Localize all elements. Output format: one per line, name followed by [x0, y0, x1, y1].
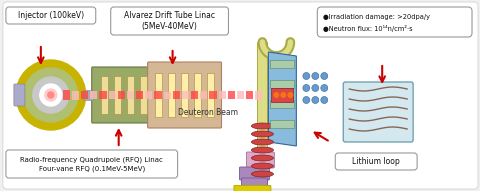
FancyBboxPatch shape [241, 178, 267, 189]
Bar [155, 73, 162, 117]
Bar [218, 91, 226, 99]
Bar [191, 91, 198, 99]
Ellipse shape [252, 155, 274, 161]
Bar [90, 91, 97, 99]
Bar [182, 91, 189, 99]
Bar [81, 91, 88, 99]
Bar [168, 73, 175, 117]
FancyBboxPatch shape [14, 84, 25, 106]
FancyBboxPatch shape [6, 150, 178, 178]
Circle shape [303, 84, 310, 91]
Ellipse shape [252, 139, 274, 145]
Bar [145, 91, 152, 99]
FancyBboxPatch shape [3, 2, 478, 189]
FancyBboxPatch shape [240, 167, 269, 180]
Circle shape [24, 68, 78, 122]
FancyBboxPatch shape [343, 82, 413, 142]
Circle shape [40, 84, 62, 106]
Bar [200, 91, 207, 99]
Bar [206, 73, 214, 117]
FancyBboxPatch shape [246, 152, 275, 168]
Polygon shape [268, 52, 296, 146]
Circle shape [303, 73, 310, 79]
Bar [257, 42, 267, 190]
Circle shape [274, 92, 279, 98]
Circle shape [312, 96, 319, 104]
Bar [155, 91, 161, 99]
Bar [101, 76, 108, 114]
Bar [270, 100, 294, 108]
Text: Deuteron Beam: Deuteron Beam [178, 108, 238, 117]
Bar [140, 76, 146, 114]
Circle shape [45, 89, 57, 101]
Bar [99, 91, 107, 99]
Ellipse shape [252, 123, 274, 129]
Bar [255, 91, 263, 100]
Bar [173, 91, 180, 99]
Circle shape [303, 96, 310, 104]
Bar [63, 90, 70, 100]
Bar [228, 91, 235, 99]
Bar [136, 91, 143, 99]
Bar [246, 91, 253, 99]
Circle shape [280, 92, 287, 98]
Bar [270, 80, 294, 88]
Circle shape [48, 92, 54, 98]
FancyBboxPatch shape [111, 7, 228, 35]
Bar [209, 91, 216, 99]
FancyBboxPatch shape [6, 7, 96, 24]
Text: Alvarez Drift Tube Linac
(5MeV-40MeV): Alvarez Drift Tube Linac (5MeV-40MeV) [124, 11, 215, 31]
Bar [271, 88, 293, 102]
Circle shape [312, 84, 319, 91]
Bar [270, 120, 294, 128]
Ellipse shape [252, 163, 274, 169]
Circle shape [321, 73, 328, 79]
Ellipse shape [252, 171, 274, 177]
Bar [164, 91, 171, 99]
Bar [180, 73, 188, 117]
Bar [108, 91, 116, 99]
FancyBboxPatch shape [148, 62, 221, 128]
Ellipse shape [252, 131, 274, 137]
Bar [193, 73, 201, 117]
Circle shape [312, 73, 319, 79]
Bar [83, 90, 93, 100]
Bar [72, 91, 79, 100]
Text: Lithium loop: Lithium loop [352, 158, 400, 167]
FancyBboxPatch shape [234, 185, 271, 191]
Circle shape [288, 92, 293, 98]
Text: Radio-frequency Quadrupole (RFQ) Linac
Four-vane RFQ (0.1MeV-5MeV): Radio-frequency Quadrupole (RFQ) Linac F… [20, 156, 163, 172]
Ellipse shape [252, 147, 274, 153]
Circle shape [16, 60, 86, 130]
Circle shape [33, 77, 69, 113]
Text: ●Irradiation damage: >20dpa/y: ●Irradiation damage: >20dpa/y [324, 14, 430, 20]
FancyBboxPatch shape [335, 153, 417, 170]
Bar [114, 76, 120, 114]
Bar [237, 91, 244, 99]
Bar [270, 60, 294, 68]
Text: Injector (100keV): Injector (100keV) [18, 11, 84, 20]
Bar [127, 76, 133, 114]
Bar [118, 91, 125, 99]
FancyBboxPatch shape [317, 7, 472, 37]
Bar [127, 91, 134, 99]
Circle shape [321, 96, 328, 104]
Text: ●Neutron flux: 10¹⁴n/cm²·s: ●Neutron flux: 10¹⁴n/cm²·s [324, 24, 413, 32]
FancyBboxPatch shape [92, 67, 152, 123]
Circle shape [321, 84, 328, 91]
